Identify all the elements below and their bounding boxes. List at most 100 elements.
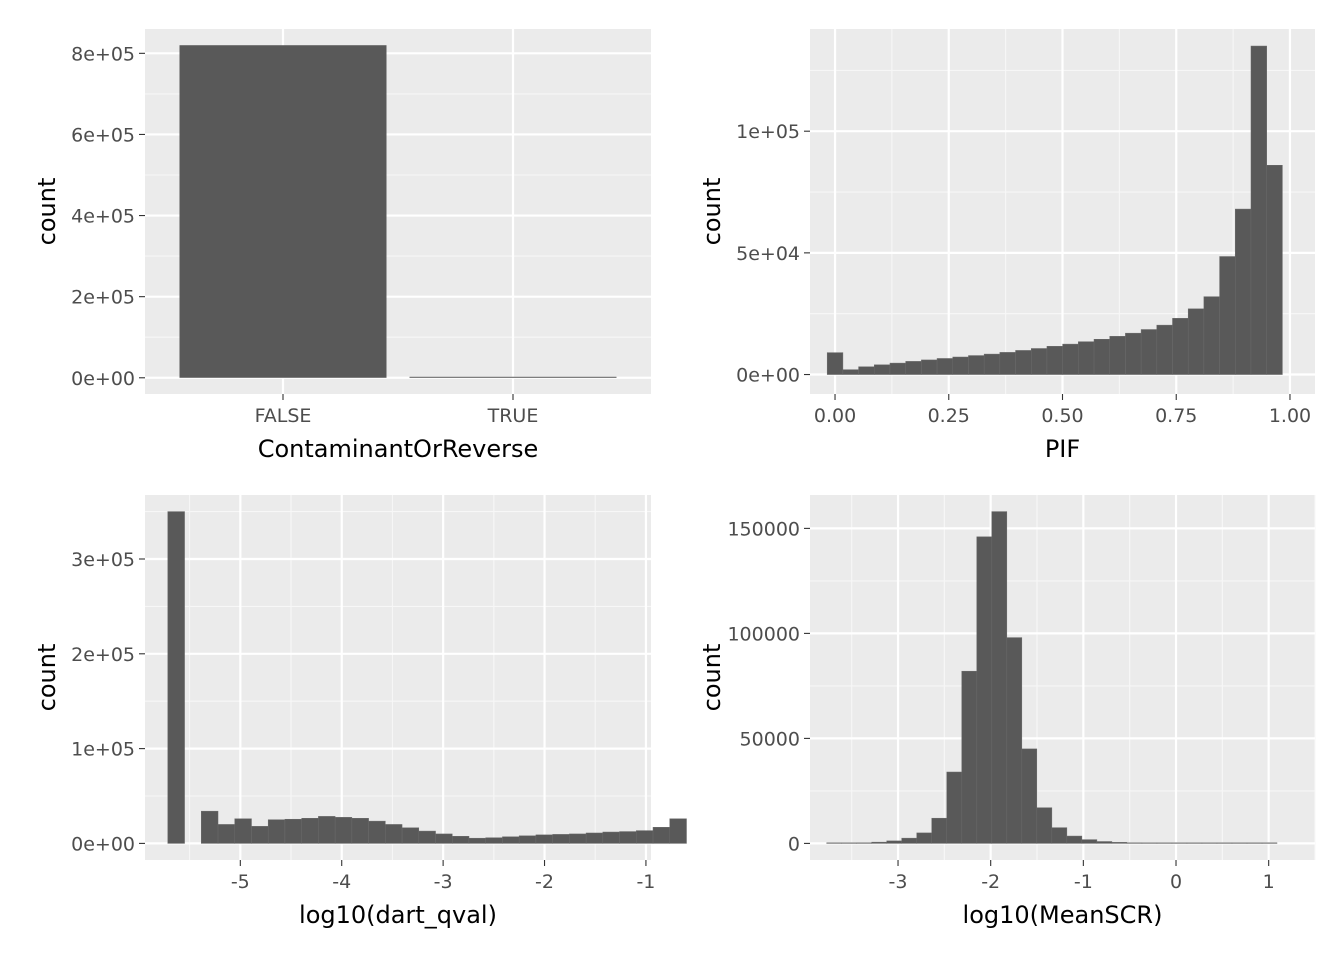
histogram-bin bbox=[1066, 835, 1083, 844]
histogram-bin bbox=[968, 355, 985, 375]
histogram-bin bbox=[961, 670, 978, 844]
y-axis-title: count bbox=[698, 644, 726, 712]
histogram-bin bbox=[983, 353, 1001, 375]
histogram-bin bbox=[1186, 842, 1203, 844]
histogram-bin bbox=[502, 836, 520, 844]
histogram-bin bbox=[334, 817, 353, 844]
histogram-bin bbox=[991, 511, 1008, 844]
x-tick-label: FALSE bbox=[255, 405, 312, 427]
y-tick-label: 50000 bbox=[740, 728, 800, 750]
histogram-bin bbox=[535, 834, 553, 844]
histogram-bin bbox=[284, 818, 302, 844]
x-axis-title: log10(dart_qval) bbox=[299, 901, 497, 929]
histogram-bin bbox=[217, 824, 235, 844]
x-tick-label: -1 bbox=[1074, 871, 1093, 893]
histogram-bin bbox=[1046, 346, 1063, 375]
histogram-bin bbox=[1030, 348, 1048, 375]
histogram-bin bbox=[435, 833, 453, 844]
histogram-bin bbox=[1078, 341, 1095, 375]
histogram-bin bbox=[871, 841, 887, 844]
histogram-bin bbox=[856, 842, 872, 844]
histogram-bin bbox=[1156, 842, 1173, 844]
histogram-bin bbox=[569, 833, 587, 844]
histogram-bin bbox=[368, 820, 386, 844]
histogram-bin bbox=[1111, 842, 1128, 844]
histogram-bin bbox=[1021, 748, 1038, 844]
x-tick-label: 1 bbox=[1263, 871, 1275, 893]
histogram-bin bbox=[1203, 296, 1220, 375]
histogram-bin bbox=[1006, 637, 1023, 844]
x-axis-title: PIF bbox=[1045, 435, 1080, 463]
x-axis-title: ContaminantOrReverse bbox=[258, 435, 539, 463]
y-tick-label: 5e+04 bbox=[736, 243, 800, 265]
y-tick-label: 0e+00 bbox=[736, 365, 800, 387]
histogram-bin bbox=[946, 771, 963, 844]
x-tick-label: -3 bbox=[434, 871, 453, 893]
histogram-bin bbox=[669, 818, 687, 844]
histogram-bin bbox=[585, 832, 604, 844]
histogram-bin bbox=[1201, 842, 1218, 844]
x-tick-label: 0.50 bbox=[1041, 405, 1083, 427]
y-tick-label: 2e+05 bbox=[71, 644, 135, 666]
histogram-bin bbox=[518, 835, 537, 844]
x-tick-label: -2 bbox=[535, 871, 554, 893]
y-tick-label: 1e+05 bbox=[71, 739, 135, 761]
histogram-bin bbox=[999, 352, 1016, 375]
histogram-bin bbox=[401, 827, 420, 844]
y-axis-title: count bbox=[33, 644, 61, 712]
histogram-bin bbox=[351, 818, 369, 844]
histogram-bin bbox=[1125, 332, 1142, 375]
y-tick-label: 0 bbox=[788, 833, 800, 855]
histogram-bin bbox=[1261, 842, 1278, 844]
bar-false bbox=[179, 45, 387, 378]
bar-true bbox=[409, 376, 617, 378]
chart-panel-2: 0e+00 5e+04 1e+05 0.00 0.25 0.50 0.75 1.00 PIF co… bbox=[698, 29, 1315, 463]
x-tick-label: 0.00 bbox=[814, 405, 856, 427]
histogram-bin bbox=[1219, 256, 1236, 375]
histogram-bin bbox=[889, 362, 906, 375]
x-tick-label: -5 bbox=[231, 871, 250, 893]
x-tick-label: TRUE bbox=[487, 405, 539, 427]
histogram-bin bbox=[905, 361, 922, 375]
histogram-bin bbox=[468, 837, 486, 844]
histogram-bin bbox=[301, 818, 319, 844]
histogram-bin bbox=[267, 819, 286, 844]
histogram-bin bbox=[841, 842, 857, 844]
histogram-bin bbox=[1171, 842, 1188, 844]
histogram-bin bbox=[901, 837, 917, 844]
y-tick-label: 0e+00 bbox=[71, 833, 135, 855]
histogram-bin bbox=[1036, 807, 1053, 844]
histogram-bin bbox=[1096, 841, 1113, 844]
histogram-bin bbox=[602, 831, 620, 844]
y-tick-label: 6e+05 bbox=[71, 124, 135, 146]
histogram-bin bbox=[201, 810, 219, 844]
histogram-bin bbox=[1266, 165, 1283, 375]
histogram-bin bbox=[1187, 308, 1205, 375]
histogram-bin bbox=[318, 816, 336, 844]
histogram-bin bbox=[1140, 329, 1158, 375]
histogram-bin bbox=[1156, 324, 1173, 375]
y-tick-label: 100000 bbox=[727, 623, 800, 645]
histogram-bin bbox=[234, 818, 252, 844]
x-axis-title: log10(MeanSCR) bbox=[963, 901, 1163, 929]
histogram-bin bbox=[385, 824, 403, 844]
histogram-bin bbox=[418, 830, 436, 844]
histogram-bin bbox=[1216, 842, 1233, 844]
histogram-bin bbox=[1051, 827, 1068, 844]
histogram-bin bbox=[858, 366, 875, 375]
histogram-bin bbox=[936, 358, 954, 375]
histogram-bin bbox=[916, 832, 933, 844]
histogram-bin bbox=[1081, 839, 1098, 844]
histogram-bin bbox=[976, 536, 993, 844]
chart-panel-3: 0e+00 1e+05 2e+05 3e+05 -5 -4 -3 -2 -1 log10(dart… bbox=[33, 495, 687, 929]
y-tick-label: 8e+05 bbox=[71, 43, 135, 65]
histogram-bin bbox=[1093, 339, 1110, 375]
histogram-bin bbox=[167, 511, 185, 844]
histogram-bin bbox=[652, 827, 671, 844]
x-tick-label: 0.75 bbox=[1155, 405, 1197, 427]
y-tick-label: 1e+05 bbox=[736, 121, 800, 143]
x-tick-label: -2 bbox=[981, 871, 1000, 893]
x-tick-label: 0 bbox=[1170, 871, 1182, 893]
y-tick-label: 0e+00 bbox=[71, 368, 135, 390]
